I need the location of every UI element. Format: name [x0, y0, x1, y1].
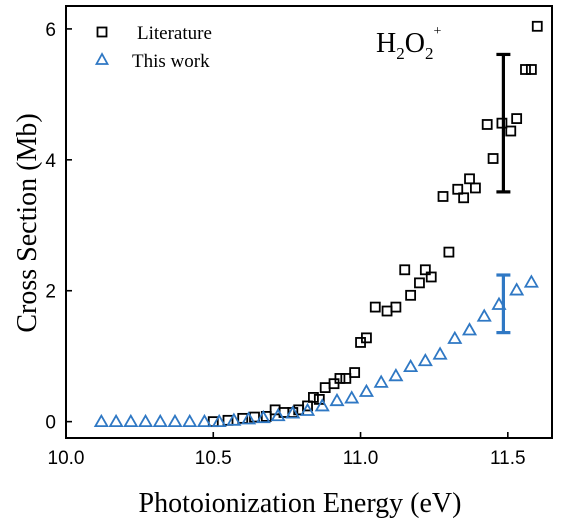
literature-point: [319, 382, 331, 394]
this-work-point: [432, 346, 448, 360]
this-work-point: [270, 407, 286, 422]
y-axis-title: Cross Section (Mb): [12, 113, 43, 332]
literature-point: [405, 289, 417, 301]
legend-this-work-label: This work: [132, 51, 210, 72]
x-axis-title: Photoionization Energy (eV): [139, 488, 462, 519]
this-work-point: [182, 413, 198, 428]
this-work-point: [167, 413, 183, 428]
this-work-point: [476, 308, 492, 322]
this-work-point: [211, 413, 227, 428]
series-literature: [207, 20, 543, 428]
this-work-point: [137, 413, 154, 428]
this-work-point: [461, 322, 478, 336]
species-annotation: H2O2+: [376, 24, 441, 63]
this-work-point: [93, 413, 109, 428]
this-work-point: [509, 282, 525, 296]
x-tick-label: 10.5: [195, 448, 232, 469]
legend-literature-marker: [96, 26, 108, 38]
x-tick-label: 11.0: [343, 448, 379, 469]
this-work-point: [226, 412, 242, 426]
literature-point: [511, 113, 523, 124]
annotation-sub2: 2: [425, 44, 434, 63]
this-work-point: [255, 409, 271, 424]
annotation-mid: O: [405, 28, 425, 59]
this-work-point: [358, 383, 374, 397]
literature-point: [425, 271, 437, 283]
x-tick-label: 11.5: [490, 448, 526, 469]
plot-area: [93, 20, 543, 428]
this-work-point: [241, 411, 257, 425]
y-tick-label: 0: [45, 413, 56, 434]
this-work-point: [523, 274, 539, 288]
series-this-work: [93, 273, 539, 428]
this-work-point: [344, 390, 360, 404]
literature-point: [399, 264, 411, 276]
literature-point: [487, 153, 499, 164]
y-tick-label: 4: [45, 151, 56, 172]
this-work-point: [196, 413, 212, 428]
y-tick-label: 2: [45, 282, 56, 303]
this-work-point: [388, 368, 404, 382]
literature-point: [458, 192, 470, 204]
literature-point: [414, 277, 425, 289]
this-work-point: [373, 374, 389, 388]
literature-point: [419, 264, 431, 276]
literature-point: [531, 20, 543, 32]
literature-point: [308, 392, 319, 403]
plot-frame: [65, 5, 553, 439]
literature-point: [437, 191, 449, 202]
literature-point: [260, 410, 272, 422]
this-work-point: [403, 358, 419, 373]
literature-point: [481, 119, 493, 130]
y-tick-label: 6: [45, 20, 56, 41]
literature-point: [381, 305, 393, 317]
x-tick-label: 10.0: [48, 448, 85, 469]
this-work-point: [299, 402, 316, 416]
literature-point: [334, 373, 346, 384]
this-work-point: [447, 330, 463, 344]
axis-ticks: 10.0 10.5 11.0 11.5 0 2 4 6: [45, 20, 525, 469]
error-bar: [496, 273, 511, 335]
literature-point: [361, 332, 372, 344]
annotation-sub1: 2: [396, 44, 405, 63]
legend: Literature This work: [94, 23, 212, 72]
literature-point: [464, 173, 475, 185]
this-work-point: [285, 405, 301, 419]
legend-literature-label: Literature: [137, 23, 212, 44]
legend-this-work-marker: [94, 52, 110, 65]
this-work-point: [152, 413, 168, 428]
this-work-point: [123, 413, 139, 428]
this-work-point: [108, 413, 124, 428]
literature-point: [443, 246, 455, 258]
literature-point: [302, 400, 313, 412]
this-work-point: [314, 398, 330, 412]
this-work-point: [417, 352, 433, 367]
literature-point: [470, 182, 481, 194]
literature-point: [349, 367, 361, 378]
literature-point: [340, 373, 352, 384]
error-bar: [496, 52, 511, 194]
literature-point: [390, 301, 402, 313]
literature-point: [369, 301, 381, 313]
annotation-sup: +: [433, 24, 441, 39]
literature-point: [525, 64, 537, 75]
literature-point: [520, 64, 531, 75]
annotation-base: H: [376, 28, 396, 59]
literature-point: [505, 125, 517, 137]
this-work-point: [329, 392, 345, 407]
literature-point: [452, 183, 464, 195]
